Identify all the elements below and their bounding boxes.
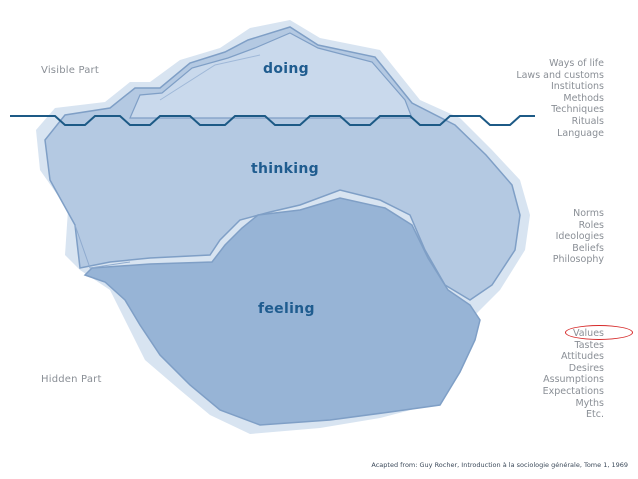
list-item: Language xyxy=(557,127,604,139)
thinking-items-list: Norms Roles Ideologies Beliefs Philosoph… xyxy=(553,208,604,266)
list-item: Institutions xyxy=(550,81,604,93)
waterline xyxy=(10,115,535,126)
iceberg-doing-layer xyxy=(129,32,413,119)
iceberg-feeling-layer xyxy=(83,197,481,426)
thinking-label: thinking xyxy=(251,161,319,177)
list-item: Beliefs xyxy=(572,242,604,254)
list-item: Etc. xyxy=(586,409,604,421)
list-item: Ways of life xyxy=(549,58,604,69)
list-item: Ideologies xyxy=(555,231,604,243)
feeling-label: feeling xyxy=(258,301,315,317)
list-item: Norms xyxy=(573,208,604,219)
doing-items-list: Ways of life Laws and customs Institutio… xyxy=(516,58,604,139)
visible-part-label: Visible Part xyxy=(41,65,99,76)
highlight-ellipse xyxy=(564,325,633,340)
list-item: Methods xyxy=(563,92,604,104)
facet-line xyxy=(74,224,131,269)
source-credit: Acapted from: Guy Rocher, Introduction à… xyxy=(371,461,628,469)
list-item: Philosophy xyxy=(552,254,604,266)
list-item: Expectations xyxy=(542,385,604,397)
list-item: Tastes xyxy=(574,339,604,351)
list-item: Techniques xyxy=(551,104,604,116)
list-item: Roles xyxy=(578,219,604,231)
list-item: Attitudes xyxy=(561,351,604,363)
doing-label: doing xyxy=(263,61,309,77)
facet-line xyxy=(159,54,261,101)
list-item: Assumptions xyxy=(543,374,604,386)
feeling-items-list: Values Tastes Attitudes Desires Assumpti… xyxy=(542,325,633,421)
list-item: Myths xyxy=(575,397,604,409)
list-item: Laws and customs xyxy=(516,69,604,81)
list-item-highlighted: Values xyxy=(543,325,633,340)
list-item: Rituals xyxy=(571,115,604,127)
list-item: Desires xyxy=(568,362,604,374)
hidden-part-label: Hidden Part xyxy=(41,374,102,385)
